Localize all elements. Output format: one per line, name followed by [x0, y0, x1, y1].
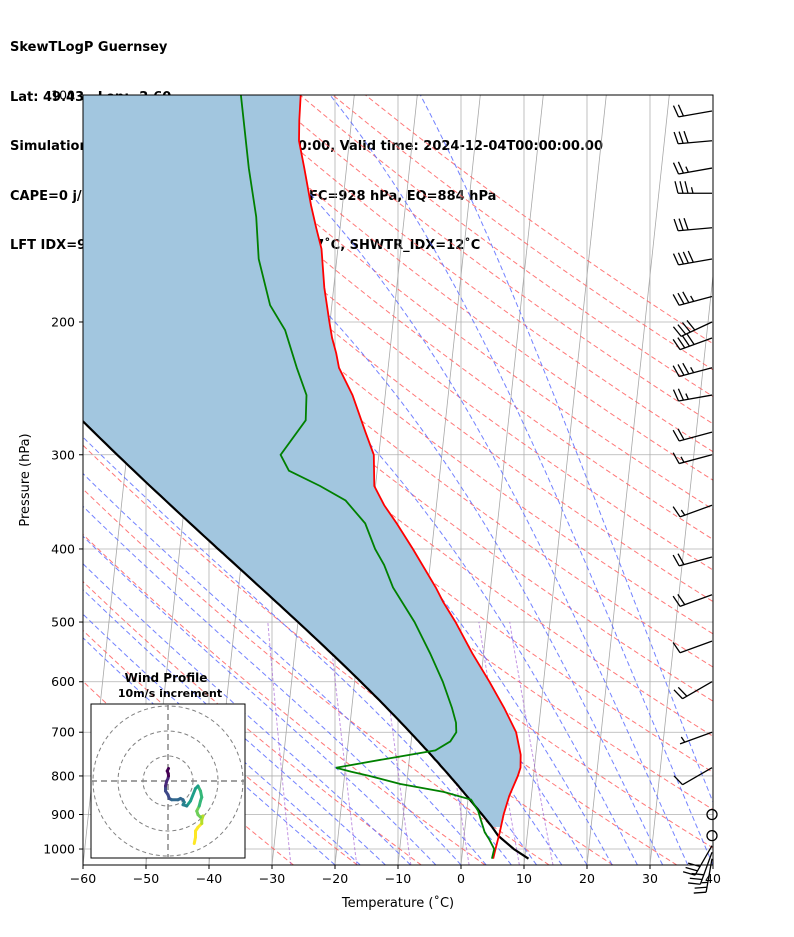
moist-adiabat: [329, 95, 713, 865]
y-tick-label: 500: [51, 615, 75, 630]
wind-barb: [672, 640, 713, 654]
y-tick-label: 400: [51, 541, 75, 556]
x-tick-label: −40: [196, 871, 222, 886]
dry-adiabat: [83, 580, 422, 865]
wind-barb: [672, 333, 713, 351]
wind-barbs: [672, 104, 718, 894]
y-tick-label: 800: [51, 768, 75, 783]
mixing-ratio-line: [378, 621, 412, 865]
hodograph-segment: [165, 767, 170, 773]
wind-barb: [672, 161, 713, 175]
dry-adiabat: [83, 488, 550, 865]
dry-adiabat: [201, 95, 713, 481]
isotherm: [776, 95, 794, 865]
parcel-profile-line: [83, 419, 530, 860]
x-tick-label: −30: [259, 871, 285, 886]
moist-adiabat: [83, 535, 437, 865]
moist-adiabat: [419, 95, 713, 804]
y-tick-label: 100: [51, 88, 75, 103]
dry-adiabat: [332, 95, 713, 371]
moist-adiabat: [83, 472, 487, 865]
moist-adiabat: [83, 505, 462, 865]
axes: −60 −50 −40 −30 −20 −10 0 10 20 30 401002003004005…: [43, 88, 721, 887]
x-tick-label: 10: [516, 871, 532, 886]
wind-barb: [672, 250, 713, 266]
y-tick-label: 300: [51, 447, 75, 462]
mixing-ratio-line: [267, 621, 292, 865]
wind-barb: [673, 217, 713, 232]
hodograph-ring: [117, 730, 219, 832]
moist-adiabat: [83, 436, 512, 865]
wind-barb: [672, 594, 713, 607]
calm-wind-circle: [706, 808, 718, 821]
wind-barb: [674, 181, 712, 194]
y-tick-label: 700: [51, 725, 75, 740]
hodograph-subtitle: 10m/s increment: [118, 687, 222, 700]
wind-barb: [672, 388, 713, 402]
isotherm: [712, 861, 713, 865]
hodograph-inset: Wind Profile 10m/s increment: [90, 671, 246, 859]
x-tick-label: −10: [385, 871, 411, 886]
wind-barb: [672, 553, 713, 567]
y-tick-label: 1000: [43, 842, 75, 857]
y-tick-label: 200: [51, 314, 75, 329]
x-tick-label: 20: [579, 871, 595, 886]
y-axis-label: Pressure (hPa): [18, 433, 33, 526]
moist-adiabat: [83, 613, 361, 865]
dry-adiabat: [83, 444, 614, 865]
wind-barb: [672, 291, 713, 306]
wind-barb: [672, 362, 713, 378]
moist-adiabat: [83, 563, 411, 865]
temperature-line: [298, 95, 522, 859]
moist-adiabat: [109, 95, 664, 865]
hodograph-title: Wind Profile: [125, 671, 208, 685]
wind-barb: [672, 504, 713, 518]
moist-adiabat: [215, 95, 689, 865]
wind-barb: [673, 681, 713, 700]
wind-barb: [672, 104, 713, 118]
wind-barb: [672, 428, 713, 442]
x-axis-label: Temperature (˚C): [341, 895, 454, 911]
isotherm: [334, 95, 418, 865]
dry-adiabat: [83, 629, 358, 865]
x-tick-label: 30: [642, 871, 658, 886]
x-tick-label: −20: [322, 871, 348, 886]
isotherm: [586, 95, 670, 865]
x-tick-label: −60: [70, 871, 96, 886]
isotherm: [523, 95, 607, 865]
wind-barb: [673, 130, 713, 145]
wind-barb: [673, 767, 713, 786]
hodograph-segment: [189, 787, 197, 803]
dry-adiabat: [104, 95, 713, 571]
dry-adiabat: [83, 105, 713, 603]
cin-shading: [83, 95, 521, 827]
profile-lines: [83, 95, 530, 860]
moist-adiabat: [83, 156, 638, 865]
x-tick-label: −50: [133, 871, 159, 886]
wind-barb: [682, 845, 713, 876]
calm-wind-circle: [706, 830, 718, 842]
y-tick-label: 600: [51, 674, 75, 689]
wind-barb: [672, 319, 713, 337]
wind-barb: [679, 731, 713, 745]
moist-adiabat: [83, 637, 336, 865]
wind-barb: [688, 852, 713, 885]
x-tick-label: 0: [457, 871, 465, 886]
isotherm: [649, 271, 713, 865]
wind-barb: [693, 858, 713, 894]
chart-title: SkewTLogP Guernsey: [10, 40, 168, 55]
mixing-ratio-line: [509, 621, 554, 865]
dry-adiabat: [83, 321, 713, 811]
dry-adiabat: [234, 95, 713, 453]
dewpoint-line: [240, 95, 496, 859]
y-tick-label: 900: [51, 807, 75, 822]
wind-barb: [672, 452, 713, 465]
